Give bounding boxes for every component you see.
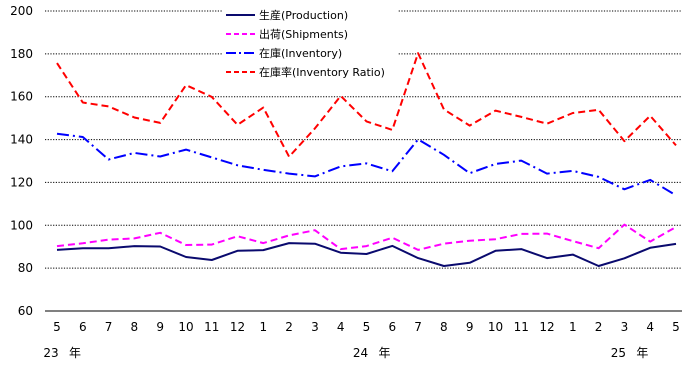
x-tick-label: 6 [388, 320, 396, 334]
x-tick-label: 10 [178, 320, 193, 334]
year-labels: 23 年 24 年 25 年 [43, 346, 648, 360]
series-line-1 [56, 223, 677, 251]
x-tick-label: 8 [131, 320, 139, 334]
x-tick-label: 2 [595, 320, 603, 334]
x-tick-label: 7 [105, 320, 113, 334]
x-tick-label: 9 [156, 320, 164, 334]
year-label: 24 [353, 346, 368, 360]
y-tick-label: 140 [10, 133, 33, 147]
x-tick-label: 5 [53, 320, 61, 334]
x-tick-label: 8 [440, 320, 448, 334]
y-tick-label: 180 [10, 47, 33, 61]
x-tick-label: 10 [488, 320, 503, 334]
legend-label: 生産(Production) [259, 8, 348, 22]
y-tick-label: 120 [10, 175, 33, 189]
x-tick-label: 12 [230, 320, 245, 334]
x-tick-label: 12 [539, 320, 554, 334]
year-label: 25 [611, 346, 626, 360]
y-tick-label: 60 [18, 304, 33, 318]
year-suffix-label: 年 [378, 346, 390, 360]
y-tick-label: 100 [10, 218, 33, 232]
x-tick-label: 5 [363, 320, 371, 334]
series-line-2 [56, 132, 677, 197]
x-tick-label: 4 [337, 320, 345, 334]
y-tick-label: 200 [10, 4, 33, 18]
legend-label: 出荷(Shipments) [259, 27, 348, 41]
year-suffix-label: 年 [636, 346, 648, 360]
grid [45, 10, 682, 312]
legend: 生産(Production) 出荷(Shipments) 在庫(Inventory)… [223, 3, 398, 79]
year-label: 23 [43, 346, 58, 360]
x-tick-label: 5 [672, 320, 680, 334]
x-tick-label: 7 [414, 320, 422, 334]
x-tick-label: 11 [514, 320, 529, 334]
series-line-0 [56, 242, 677, 267]
y-tick-label: 160 [10, 90, 33, 104]
series-line-3 [56, 52, 677, 158]
x-tick-label: 6 [79, 320, 87, 334]
x-tick-label: 11 [204, 320, 219, 334]
year-suffix-label: 年 [69, 346, 81, 360]
legend-label: 在庫率(Inventory Ratio) [259, 65, 385, 79]
legend-label: 在庫(Inventory) [259, 46, 342, 60]
x-axis-ticks: 5 6 7 8 9 10 11 12 1 2 3 4 5 6 7 8 9 10 11 12 1 2 3 4 5 [53, 320, 680, 334]
x-tick-label: 1 [569, 320, 577, 334]
x-tick-label: 9 [466, 320, 474, 334]
y-axis-ticks: 60 80 100 120 140 160 180 200 [10, 4, 33, 318]
y-tick-label: 80 [18, 261, 33, 275]
x-tick-label: 3 [311, 320, 319, 334]
x-tick-label: 2 [285, 320, 293, 334]
series-lines [56, 52, 677, 267]
x-tick-label: 3 [621, 320, 629, 334]
x-tick-label: 1 [260, 320, 268, 334]
x-tick-label: 4 [646, 320, 654, 334]
